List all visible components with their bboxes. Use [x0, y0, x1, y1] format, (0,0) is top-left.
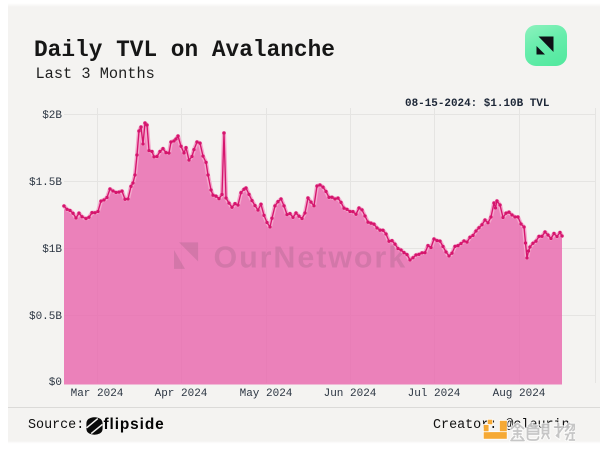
svg-text:Apr 2024: Apr 2024	[155, 388, 208, 400]
svg-text:Mar 2024: Mar 2024	[71, 388, 124, 400]
svg-text:$1B: $1B	[42, 244, 62, 256]
svg-text:Jul 2024: Jul 2024	[408, 388, 461, 400]
svg-text:$0: $0	[49, 377, 62, 389]
svg-text:$2B: $2B	[42, 110, 62, 122]
svg-text:Jun 2024: Jun 2024	[324, 388, 377, 400]
svg-text:$1.5B: $1.5B	[29, 177, 62, 189]
svg-text:$0.5B: $0.5B	[29, 311, 62, 323]
svg-text:May 2024: May 2024	[240, 388, 293, 400]
svg-text:Aug 2024: Aug 2024	[493, 388, 546, 400]
svg-text:OurNetwork: OurNetwork	[214, 241, 408, 275]
